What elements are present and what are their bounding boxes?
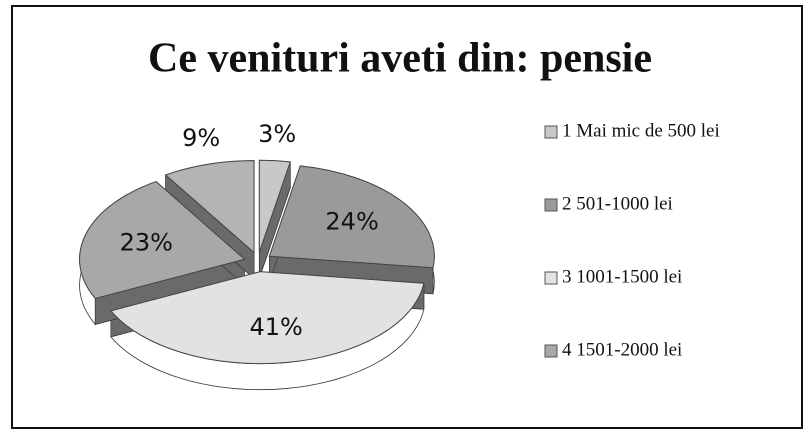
- legend-label: 2 501-1000 lei: [562, 193, 673, 214]
- slice: [258, 159, 291, 253]
- slice: [79, 181, 246, 300]
- data-label: 9%: [182, 124, 220, 152]
- data-label: 24%: [325, 208, 378, 236]
- slice: [268, 165, 435, 269]
- legend-label: 3 1001-1500 lei: [562, 266, 682, 287]
- slice: [164, 160, 255, 254]
- legend-swatch: [544, 198, 558, 212]
- data-label: 41%: [250, 313, 303, 341]
- chart-title: Ce venituri aveti din: pensie: [148, 36, 652, 82]
- legend-label: 1 Mai mic de 500 lei: [562, 120, 720, 141]
- slice: [109, 271, 425, 365]
- data-label: 3%: [258, 120, 296, 148]
- legend-swatch: [544, 125, 558, 139]
- data-label: 23%: [120, 228, 173, 256]
- legend-swatch: [544, 271, 558, 285]
- legend-label: 4 1501-2000 lei: [562, 339, 682, 360]
- legend-swatch: [544, 344, 558, 358]
